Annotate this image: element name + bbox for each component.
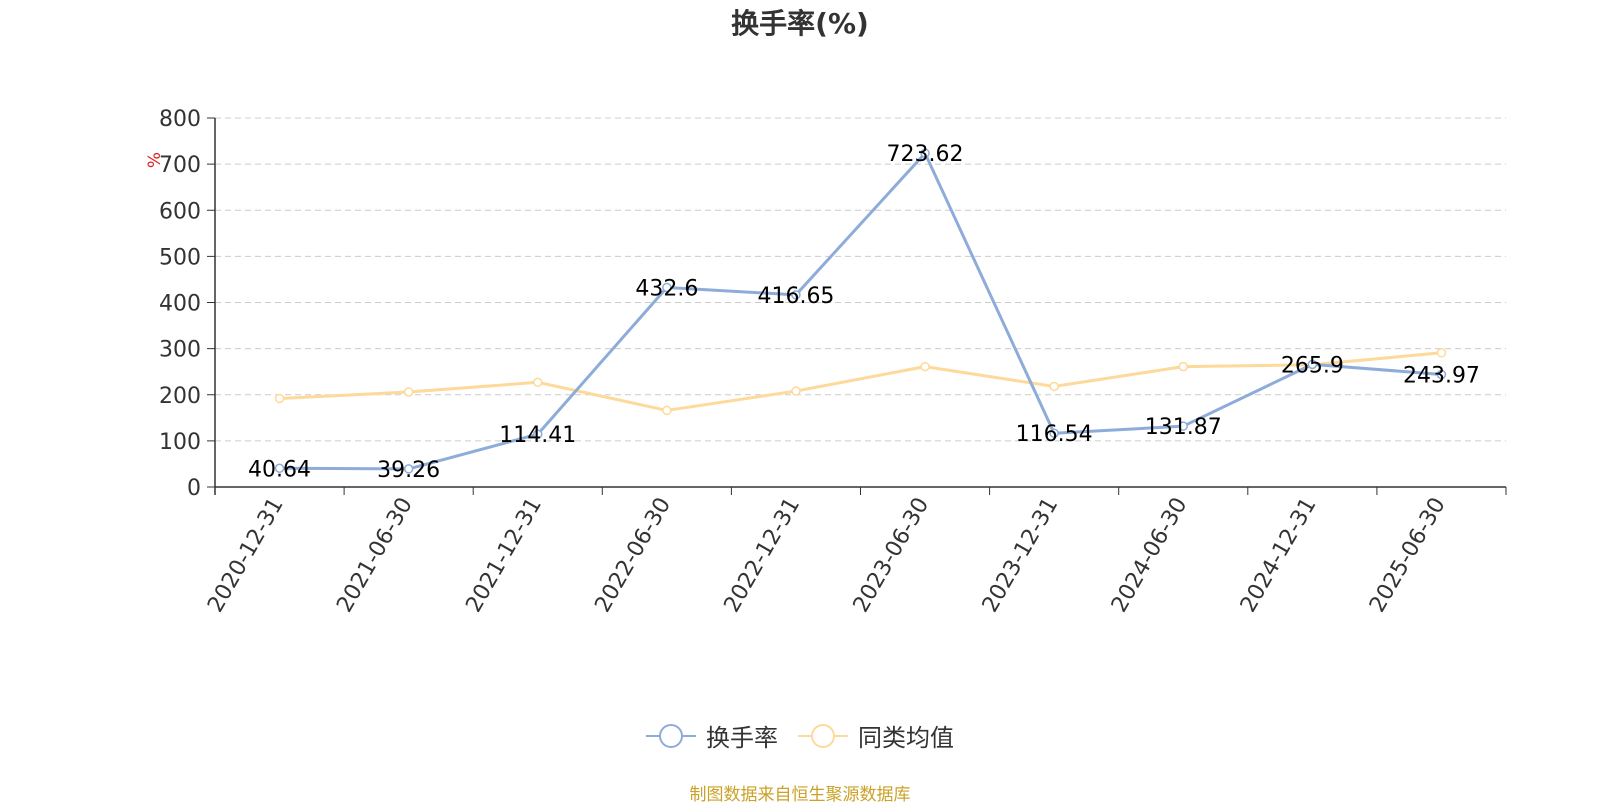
- x-tick-label-5: 2023-06-30: [849, 494, 935, 617]
- x-tick-label-0: 2020-12-31: [203, 494, 289, 617]
- x-tick-label-9: 2025-06-30: [1365, 494, 1451, 617]
- series-1-point-3: [662, 405, 672, 416]
- x-tick-label-6: 2023-12-31: [978, 494, 1064, 617]
- y-tick-label-8: 800: [159, 107, 201, 132]
- chart-title: 换手率(%): [731, 7, 869, 40]
- series-line-0: [279, 151, 1442, 471]
- data-label-7: 131.87: [1145, 415, 1222, 440]
- series-0-point-8: [1307, 359, 1318, 370]
- series-0-point-9: [1436, 369, 1447, 380]
- legend-label-turnover: 换手率: [706, 724, 778, 752]
- y-tick-label-5: 500: [159, 245, 201, 270]
- series-0-point-5: [920, 148, 930, 158]
- series-0-point-7: [1178, 421, 1188, 431]
- y-tick-label-0: 0: [187, 476, 201, 501]
- series-0-point-6: [1049, 428, 1059, 438]
- series-1-point-1: [403, 387, 414, 397]
- data-label-9: 243.97: [1403, 363, 1480, 388]
- data-label-4: 416.65: [757, 284, 834, 309]
- data-label-6: 116.54: [1016, 422, 1093, 447]
- x-tick-label-8: 2024-12-31: [1236, 494, 1322, 617]
- series-0-point-0: [274, 463, 285, 474]
- y-tick-label-4: 400: [159, 292, 201, 317]
- y-tick-label-3: 300: [159, 338, 201, 363]
- data-label-8: 265.9: [1281, 353, 1344, 378]
- legend: 换手率 同类均值: [0, 718, 1600, 753]
- series-1-point-7: [1178, 361, 1188, 372]
- series-0-point-1: [403, 464, 414, 474]
- y-tick-label-6: 600: [159, 199, 201, 224]
- series-line-1: [279, 351, 1442, 412]
- series-1-point-2: [533, 377, 543, 388]
- legend-label-peer-average: 同类均值: [858, 724, 954, 752]
- x-tick-label-1: 2021-06-30: [332, 494, 418, 617]
- data-label-2: 114.41: [499, 423, 576, 448]
- y-axis-unit-label: %: [145, 152, 165, 168]
- series-1-point-6: [1049, 381, 1059, 392]
- legend-marker-peer-average-icon: [798, 723, 848, 749]
- data-label-5: 723.62: [887, 142, 964, 167]
- x-tick-label-3: 2022-06-30: [590, 494, 676, 617]
- x-tick-label-4: 2022-12-31: [720, 494, 806, 617]
- y-tick-label-1: 100: [159, 430, 201, 455]
- series-0-point-3: [662, 282, 672, 293]
- x-tick-label-7: 2024-06-30: [1107, 494, 1193, 617]
- series-1-point-4: [791, 386, 801, 396]
- series-0-point-4: [791, 290, 801, 300]
- x-tick-label-2: 2021-12-31: [461, 494, 547, 617]
- legend-marker-turnover-icon: [646, 723, 696, 749]
- series-1-point-5: [920, 361, 930, 372]
- legend-item-peer-average[interactable]: 同类均值: [798, 718, 954, 753]
- data-source-note: 制图数据来自恒生聚源数据库: [689, 785, 911, 805]
- data-label-1: 39.26: [377, 458, 440, 483]
- series-0-point-2: [533, 429, 543, 439]
- data-label-0: 40.64: [248, 457, 311, 482]
- series-1-point-0: [274, 393, 285, 404]
- legend-item-turnover[interactable]: 换手率: [646, 718, 778, 753]
- series-1-point-9: [1436, 348, 1447, 358]
- y-tick-label-2: 200: [159, 384, 201, 409]
- data-label-3: 432.6: [635, 276, 698, 301]
- y-tick-label-7: 700: [159, 153, 201, 178]
